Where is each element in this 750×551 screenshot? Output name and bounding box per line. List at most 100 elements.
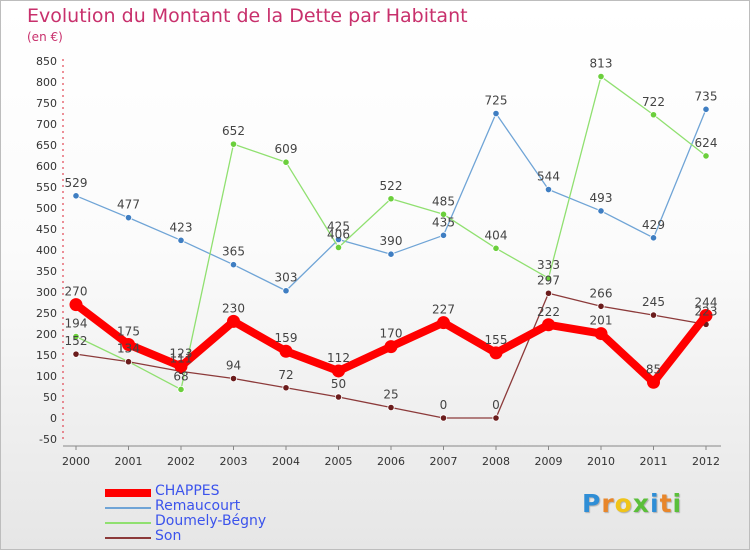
point-chappes [699,309,713,323]
legend-label: CHAPPES [155,483,220,499]
x-tick-label: 2003 [220,455,248,468]
point-chappes [437,316,450,330]
point-doumely-b-gny [597,72,605,81]
data-label-chappes: 170 [380,327,403,341]
point-son [282,384,290,392]
point-chappes [332,364,345,378]
logo-letter: i [672,489,683,518]
point-son [544,289,553,297]
legend-label: Remaucourt [155,498,241,514]
point-chappes [227,314,240,328]
data-label-son: 0 [492,398,500,412]
x-tick-label: 2006 [377,455,405,468]
data-label-doumely-b-gny: 406 [327,227,350,241]
point-doumely-b-gny [702,152,710,160]
y-tick-label: 50 [43,391,57,404]
data-label-son: 152 [65,334,88,348]
y-tick-label: 250 [36,307,57,320]
data-label-son: 50 [331,377,346,391]
x-tick-label: 2005 [325,455,353,468]
legend-swatch [105,489,151,497]
data-label-remaucourt: 425 [327,220,350,234]
point-remaucourt [544,185,553,194]
point-remaucourt [597,207,605,215]
data-label-remaucourt: 529 [65,176,88,190]
y-tick-label: 350 [36,265,57,278]
point-chappes [122,338,135,351]
point-son [124,358,133,366]
data-label-remaucourt: 303 [275,271,298,285]
data-label-chappes: 222 [537,305,560,319]
y-tick-label: 650 [36,139,57,152]
point-doumely-b-gny [492,244,500,252]
point-son [597,302,605,310]
point-remaucourt [177,236,185,244]
data-label-son: 266 [590,286,613,300]
point-doumely-b-gny [387,195,395,203]
logo-letter: r [601,489,615,518]
y-tick-label: 150 [36,349,57,362]
data-label-doumely-b-gny: 522 [380,179,403,193]
data-label-doumely-b-gny: 134 [117,342,140,356]
data-label-remaucourt: 435 [432,215,455,229]
y-tick-label: 300 [36,286,57,299]
point-son [334,393,343,401]
point-doumely-b-gny [439,210,448,218]
data-label-son: 94 [226,359,241,373]
chart-subtitle: (en €) [27,30,63,44]
data-label-remaucourt: 477 [117,198,140,212]
x-tick-label: 2010 [587,455,615,468]
data-label-son: 111 [170,351,193,365]
point-doumely-b-gny [229,140,238,148]
point-remaucourt [334,235,343,244]
point-chappes [594,327,608,341]
data-label-doumely-b-gny: 333 [537,258,560,272]
point-son [387,403,395,412]
y-tick-label: 700 [36,118,57,131]
y-tick-label: 600 [36,160,57,173]
data-label-son: 25 [383,388,398,402]
point-son [492,414,500,422]
data-label-chappes: 201 [590,314,613,328]
data-label-remaucourt: 735 [695,89,718,103]
point-chappes [279,344,293,358]
series-layer [69,72,713,422]
x-tick-label: 2001 [115,455,143,468]
data-label-remaucourt: 390 [380,234,403,248]
x-tick-label: 2002 [167,455,195,468]
y-tick-label: 800 [36,76,57,89]
point-doumely-b-gny [544,274,553,282]
legend-swatch [105,537,151,539]
legend-swatch [105,522,151,524]
point-remaucourt [439,231,448,239]
data-label-remaucourt: 544 [537,170,560,184]
data-label-chappes: 175 [117,325,140,339]
x-tick-label: 2012 [692,455,720,468]
point-chappes [69,298,83,312]
data-label-son: 134 [117,342,140,356]
logo-letter: o [614,489,633,518]
legend-swatch [105,507,151,509]
y-tick-label: 450 [36,223,57,236]
data-label-remaucourt: 365 [222,245,245,259]
point-doumely-b-gny [72,332,80,341]
y-tick-label: 750 [36,97,57,110]
logo-letter: i [650,489,660,518]
point-remaucourt [72,192,80,200]
data-label-doumely-b-gny: 485 [432,194,455,208]
y-tick-label: 200 [36,328,57,341]
data-label-chappes: 230 [222,301,245,315]
point-remaucourt [124,214,133,222]
point-remaucourt [702,105,710,113]
data-labels: 270 175 123 230 159 112 170 227 155 222 201 85 244 52… [65,57,718,412]
point-doumely-b-gny [177,385,185,394]
point-son [72,350,80,358]
data-label-doumely-b-gny: 624 [695,136,718,150]
data-label-remaucourt: 429 [642,218,665,232]
point-chappes [489,346,503,360]
data-label-chappes: 227 [432,303,455,317]
x-tick-label: 2000 [62,455,90,468]
data-label-chappes: 244 [695,296,718,310]
point-remaucourt [492,109,500,118]
